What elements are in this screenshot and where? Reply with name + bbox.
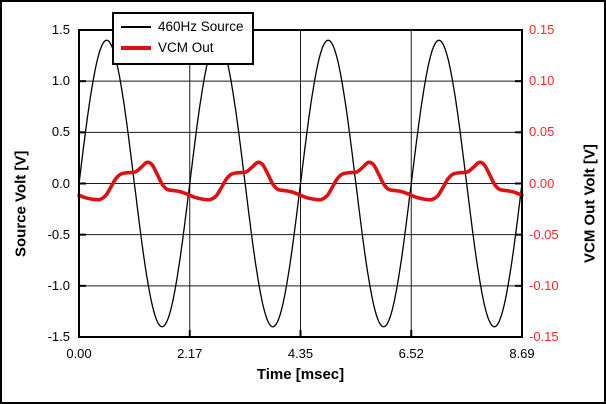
y-right-tick-label: -0.15 <box>529 329 559 344</box>
y-right-tick-label: 0.10 <box>529 73 555 89</box>
x-axis-title: Time [msec] <box>256 366 345 383</box>
y-right-tick-label: 0.05 <box>529 124 555 140</box>
legend-label-vcm: VCM Out <box>158 40 214 55</box>
y-right-tick-label: 0.00 <box>529 175 555 191</box>
x-tick-label: 6.52 <box>398 346 424 361</box>
series-line-vcm-out <box>77 160 524 202</box>
y-left-tick-label: 0.5 <box>51 124 70 140</box>
legend: 460Hz Source VCM Out <box>112 12 254 65</box>
y-right-tick-label: 0.15 <box>529 22 555 37</box>
y-right-tick-label: -0.10 <box>529 277 559 293</box>
x-tick-label: 8.69 <box>509 346 535 361</box>
y-left-tick-label: 0.0 <box>51 175 70 191</box>
y-left-tick-label: 1.0 <box>51 73 70 89</box>
y-right-tick-label: -0.05 <box>529 226 559 242</box>
legend-item-vcm: VCM Out <box>121 39 244 57</box>
legend-line-swatch-source <box>121 26 151 28</box>
legend-label-source: 460Hz Source <box>158 19 244 34</box>
y-left-tick-label: -0.5 <box>47 226 70 242</box>
legend-line-swatch-vcm <box>121 46 151 50</box>
legend-item-source: 460Hz Source <box>121 18 244 36</box>
x-tick-label: 4.35 <box>287 346 314 361</box>
x-tick-label: 2.17 <box>177 346 203 361</box>
y-left-tick-label: 1.5 <box>51 22 70 37</box>
y-left-tick-label: -1.5 <box>47 329 70 344</box>
y-left-tick-label: -1.0 <box>47 277 70 293</box>
x-tick-label: 0.00 <box>66 346 92 361</box>
series-line-460hz-source <box>78 39 523 328</box>
